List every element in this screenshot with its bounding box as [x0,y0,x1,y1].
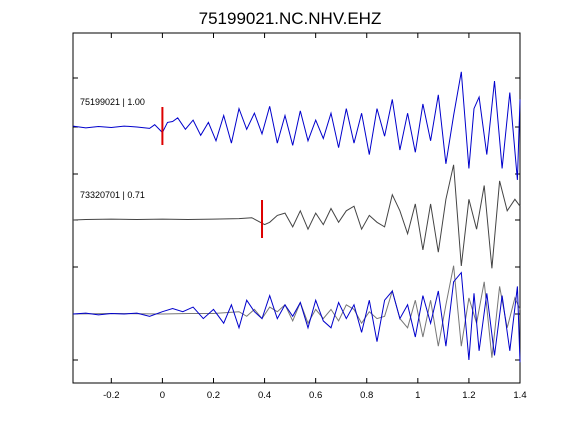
trace-2-label: 73320701 | 0.71 [80,190,145,200]
trace-2-waveform [72,164,521,269]
x-tick-label: 1.4 [513,390,526,401]
axis-ticks: -0.2 0 0.2 0.4 0.6 0.8 1 1.2 1.4 [73,33,527,401]
trace-1-label: 75199021 | 1.00 [80,97,145,107]
x-tick-label: 0.6 [309,390,322,401]
overlay-slave-trace [72,265,521,358]
trace-1-waveform [72,71,521,180]
x-tick-label: 0.2 [207,390,220,401]
x-tick-label: -0.2 [103,390,119,401]
x-tick-label: 1 [415,390,420,401]
x-tick-label: 1.2 [462,390,475,401]
chart-title: 75199021.NC.NHV.EHZ [199,9,382,28]
trace-group: 75199021 | 1.00 73320701 | 0.71 [72,71,521,363]
x-tick-label: 0 [160,390,165,401]
x-tick-label: 0.4 [258,390,271,401]
x-tick-label: 0.8 [360,390,373,401]
overlay-master-trace [72,271,521,363]
plot-frame [72,32,521,384]
